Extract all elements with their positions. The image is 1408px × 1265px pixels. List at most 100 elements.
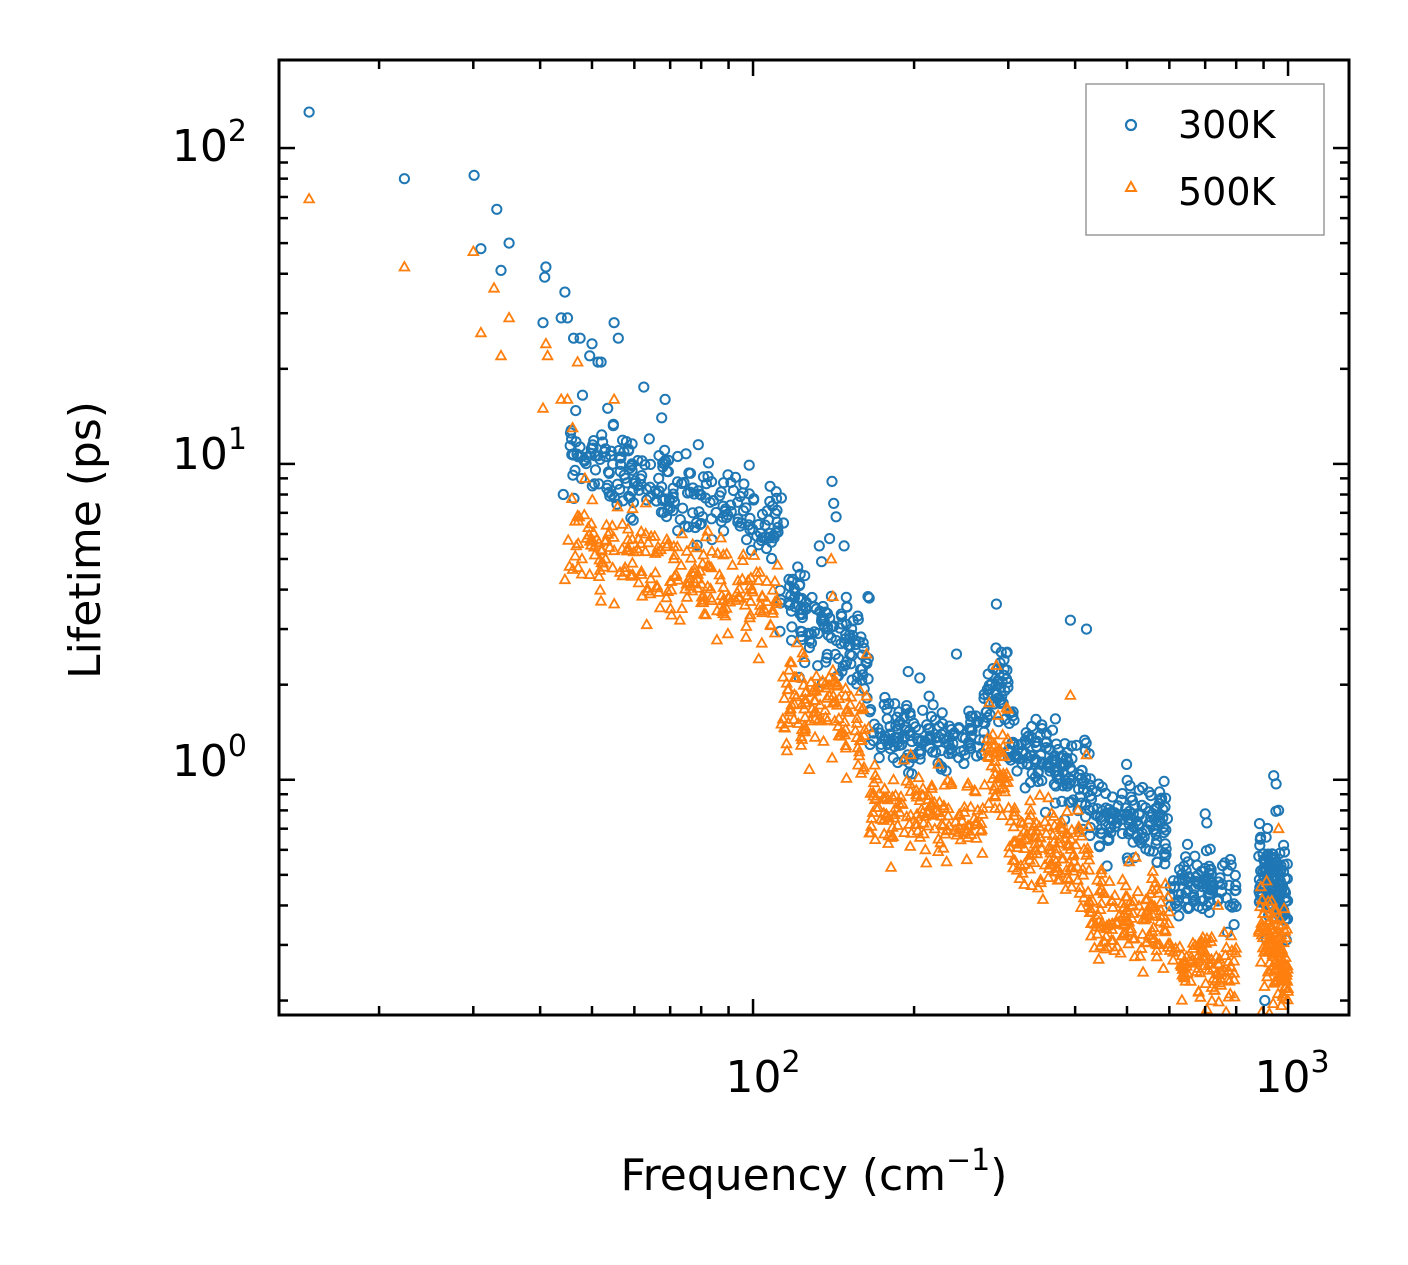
data-point-300k: [606, 488, 618, 501]
data-point-500k: [1269, 961, 1282, 973]
data-point-300k: [840, 628, 852, 641]
data-point-300k: [812, 660, 824, 672]
data-point-500k: [840, 702, 854, 714]
data-point-500k: [1024, 803, 1037, 815]
data-point-500k: [971, 803, 985, 815]
data-point-500k: [870, 791, 883, 803]
data-point-500k: [955, 814, 969, 826]
data-point-500k: [1048, 865, 1062, 877]
data-point-500k: [1013, 871, 1026, 883]
data-point-300k: [795, 625, 807, 638]
data-point-500k: [741, 588, 754, 600]
data-point-500k: [686, 537, 700, 549]
data-point-500k: [1065, 880, 1079, 892]
data-point-500k: [558, 572, 572, 585]
data-point-500k: [1215, 964, 1228, 976]
data-point-300k: [607, 418, 620, 430]
data-point-500k: [921, 806, 935, 819]
data-point-500k: [882, 810, 896, 822]
data-point-500k: [1259, 900, 1273, 912]
data-point-300k: [1031, 735, 1043, 748]
data-point-500k: [919, 856, 933, 868]
data-point-500k: [760, 594, 774, 606]
data-point-300k: [824, 533, 836, 545]
data-point-500k: [705, 593, 719, 605]
data-point-300k: [784, 599, 796, 611]
data-point-300k: [622, 445, 635, 457]
data-point-500k: [684, 579, 697, 591]
data-point-500k: [1092, 952, 1106, 964]
data-point-500k: [634, 536, 648, 548]
data-point-500k: [569, 539, 583, 551]
data-point-300k: [917, 704, 929, 716]
data-point-300k: [981, 712, 993, 724]
data-point-300k: [707, 495, 720, 507]
data-point-500k: [996, 739, 1010, 751]
data-point-500k: [577, 508, 591, 520]
data-point-300k: [1270, 778, 1282, 790]
data-point-300k: [587, 442, 599, 454]
data-point-500k: [1097, 886, 1110, 899]
data-point-500k: [641, 535, 655, 548]
data-point-300k: [978, 726, 990, 738]
data-point-300k: [537, 317, 549, 329]
data-point-300k: [566, 433, 578, 445]
data-point-300k: [1158, 827, 1170, 839]
data-point-300k: [916, 735, 928, 747]
data-point-300k: [588, 478, 601, 490]
data-point-500k: [736, 547, 750, 560]
data-point-500k: [897, 753, 911, 765]
data-point-500k: [950, 828, 964, 840]
data-point-300k: [559, 286, 571, 298]
data-point-500k: [717, 580, 730, 592]
data-point-500k: [866, 786, 880, 798]
data-point-300k: [770, 492, 783, 504]
data-point-300k: [972, 715, 984, 727]
data-point-500k: [904, 747, 917, 760]
data-point-500k: [1152, 886, 1166, 898]
data-point-300k: [561, 312, 574, 324]
data-point-300k: [862, 591, 874, 603]
data-point-300k: [902, 666, 914, 678]
data-point-300k: [935, 728, 948, 740]
data-point-300k: [664, 493, 676, 505]
data-point-500k: [1223, 987, 1237, 999]
data-point-300k: [1140, 843, 1152, 855]
legend-box: [1085, 83, 1325, 236]
data-point-500k: [1265, 894, 1279, 906]
data-point-300k: [857, 637, 869, 649]
data-point-300k: [1158, 775, 1170, 788]
data-point-300k: [1030, 740, 1043, 753]
data-point-300k: [667, 505, 679, 517]
data-point-300k: [1026, 720, 1038, 733]
data-point-500k: [1264, 1006, 1275, 1015]
data-point-300k: [1183, 902, 1196, 914]
data-point-500k: [755, 636, 769, 648]
data-point-500k: [1147, 932, 1161, 944]
data-point-300k: [842, 639, 855, 652]
data-point-300k: [1136, 799, 1148, 812]
data-point-500k: [940, 854, 953, 867]
data-point-300k: [600, 451, 612, 463]
data-point-500k: [824, 552, 838, 564]
data-point-500k: [1264, 936, 1277, 948]
data-point-500k: [1073, 825, 1086, 837]
data-point-500k: [1080, 747, 1093, 760]
data-point-500k: [561, 533, 575, 545]
data-point-500k: [891, 818, 904, 830]
data-point-500k: [1224, 960, 1238, 972]
data-point-500k: [1025, 878, 1038, 890]
data-point-300k: [879, 734, 891, 746]
data-point-500k: [1196, 930, 1210, 942]
data-point-300k: [958, 757, 970, 770]
data-point-500k: [852, 745, 866, 757]
data-point-500k: [1059, 831, 1072, 844]
data-point-300k: [639, 459, 651, 471]
data-point-500k: [618, 560, 632, 572]
data-point-300k: [680, 448, 692, 460]
data-point-300k: [828, 497, 840, 509]
y-axis-title: Lifetime (ps): [60, 401, 111, 679]
data-point-300k: [903, 767, 915, 779]
data-point-500k: [699, 529, 713, 542]
data-point-500k: [1150, 943, 1164, 955]
